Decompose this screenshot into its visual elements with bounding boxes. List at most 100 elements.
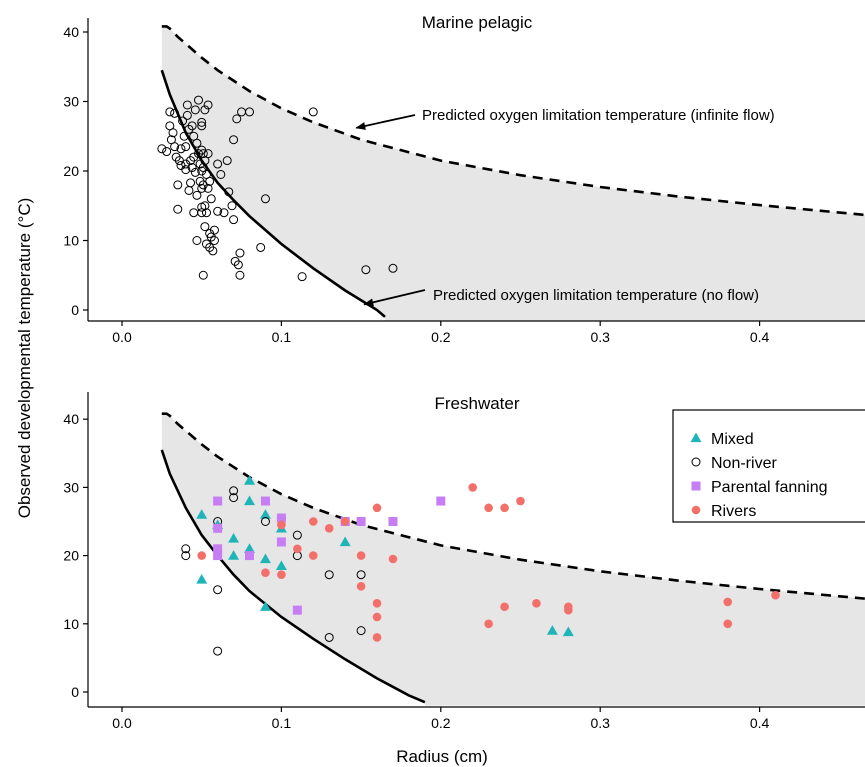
open-circle-point [200, 105, 210, 115]
filled-circle-point [277, 520, 286, 530]
open-circle-point [203, 100, 213, 110]
filled-circle-point [500, 602, 509, 612]
x-tick-label: 0.1 [272, 329, 292, 345]
filled-circle-point [261, 568, 270, 577]
x-tick-label: 0.4 [750, 715, 770, 731]
square-point [213, 544, 223, 554]
curve-infinite-flow [161, 25, 865, 217]
open-circle-point [203, 149, 213, 159]
open-circle-point [198, 149, 208, 159]
triangle-point [259, 553, 271, 564]
shaded-region [161, 26, 865, 321]
open-circle-point [208, 246, 218, 256]
curve-infinite-flow [161, 412, 865, 600]
filled-circle-point [324, 524, 334, 533]
open-circle-point [184, 185, 194, 195]
x-tick-label: 0.2 [431, 715, 451, 731]
open-circle-point [292, 530, 302, 540]
legend-label: Mixed [711, 431, 754, 448]
filled-circle-point [277, 570, 286, 579]
open-circle-point [181, 551, 191, 561]
open-circle-point [178, 116, 188, 126]
x-tick-label: 0.3 [590, 715, 610, 731]
open-circle-point [179, 131, 189, 141]
open-circle-point [181, 142, 191, 152]
open-circle-point [361, 265, 371, 275]
open-circle-point [198, 270, 208, 280]
triangle-point [259, 601, 271, 611]
legend: Mixed Non-river Parental fanning Rivers [672, 409, 865, 523]
y-tick-label: 0 [71, 302, 79, 318]
open-circle-point [216, 169, 226, 179]
x-tick-label: 0.1 [272, 715, 292, 731]
open-circle-point [200, 201, 210, 211]
filled-circle-point [372, 633, 382, 642]
filled-circle-point [723, 619, 733, 629]
open-circle-point [200, 222, 210, 232]
open-circle-point [173, 204, 183, 214]
filled-circle-point [468, 483, 477, 492]
y-tick-label: 30 [63, 94, 79, 110]
open-circle-point [224, 187, 234, 197]
triangle-point [339, 536, 351, 547]
open-circle-point [170, 108, 180, 118]
x-tick-label: 0.4 [750, 329, 770, 345]
filled-circle-point [484, 503, 493, 513]
open-circle-point [356, 570, 366, 580]
open-circle-point [171, 152, 181, 162]
filled-circle-point [532, 599, 541, 608]
y-tick-label: 30 [63, 479, 79, 495]
y-tick-label: 40 [63, 411, 79, 427]
open-circle-point [190, 105, 200, 115]
annotation-text: Predicted oxygen limitation temperature … [433, 287, 759, 304]
open-circle-point [192, 138, 202, 148]
y-tick-label: 40 [63, 24, 79, 40]
filled-circle-point [564, 605, 573, 615]
open-circle-point [165, 107, 175, 117]
open-circle-point [213, 206, 223, 216]
plot-area [160, 412, 865, 706]
panel-freshwater: 0 10 20 30 40 0.0 0.1 0.2 0.3 0.4 Freshwater Mixed N… [63, 392, 865, 731]
open-circle-point [227, 201, 237, 211]
open-circle-point [189, 208, 199, 218]
filled-circle-point [723, 597, 733, 607]
open-circle-point [206, 194, 216, 204]
open-circle-point [201, 239, 211, 249]
filled-circle-point [356, 581, 366, 591]
triangle-point [228, 533, 240, 543]
open-circle-point [170, 142, 180, 152]
series-rivers [197, 483, 780, 642]
x-tick-label: 0.0 [112, 329, 132, 345]
open-circle-point [176, 144, 186, 154]
shaded-region [161, 413, 865, 706]
triangle-point [690, 432, 702, 443]
curve-no-flow [160, 69, 386, 318]
open-circle-point [168, 128, 178, 138]
open-circle-point [162, 147, 172, 157]
open-circle-point [182, 110, 192, 120]
open-circle-point [260, 194, 270, 204]
panel-title: Marine pelagic [422, 13, 533, 32]
filled-circle-point [293, 544, 302, 554]
open-circle-point [245, 107, 255, 117]
open-circle-point [356, 626, 366, 636]
open-circle-point [173, 180, 183, 190]
filled-circle-point [516, 496, 525, 506]
filled-circle-point [372, 612, 382, 622]
square-point [276, 537, 286, 547]
open-circle-point [324, 632, 334, 642]
open-circle-point [187, 163, 197, 173]
open-circle-point [192, 236, 202, 245]
open-circle-point [229, 135, 239, 145]
filled-circle-point [308, 551, 318, 560]
open-circle-point [222, 156, 232, 166]
filled-circle-point [691, 505, 701, 515]
open-circle-point [194, 95, 204, 105]
x-tick-label: 0.2 [431, 329, 451, 345]
triangle-point [562, 626, 574, 637]
filled-circle-point [500, 503, 509, 513]
open-circle-point [209, 236, 219, 245]
filled-circle-point [771, 590, 780, 600]
open-circle-point [256, 242, 266, 252]
open-circle-point [181, 165, 191, 175]
